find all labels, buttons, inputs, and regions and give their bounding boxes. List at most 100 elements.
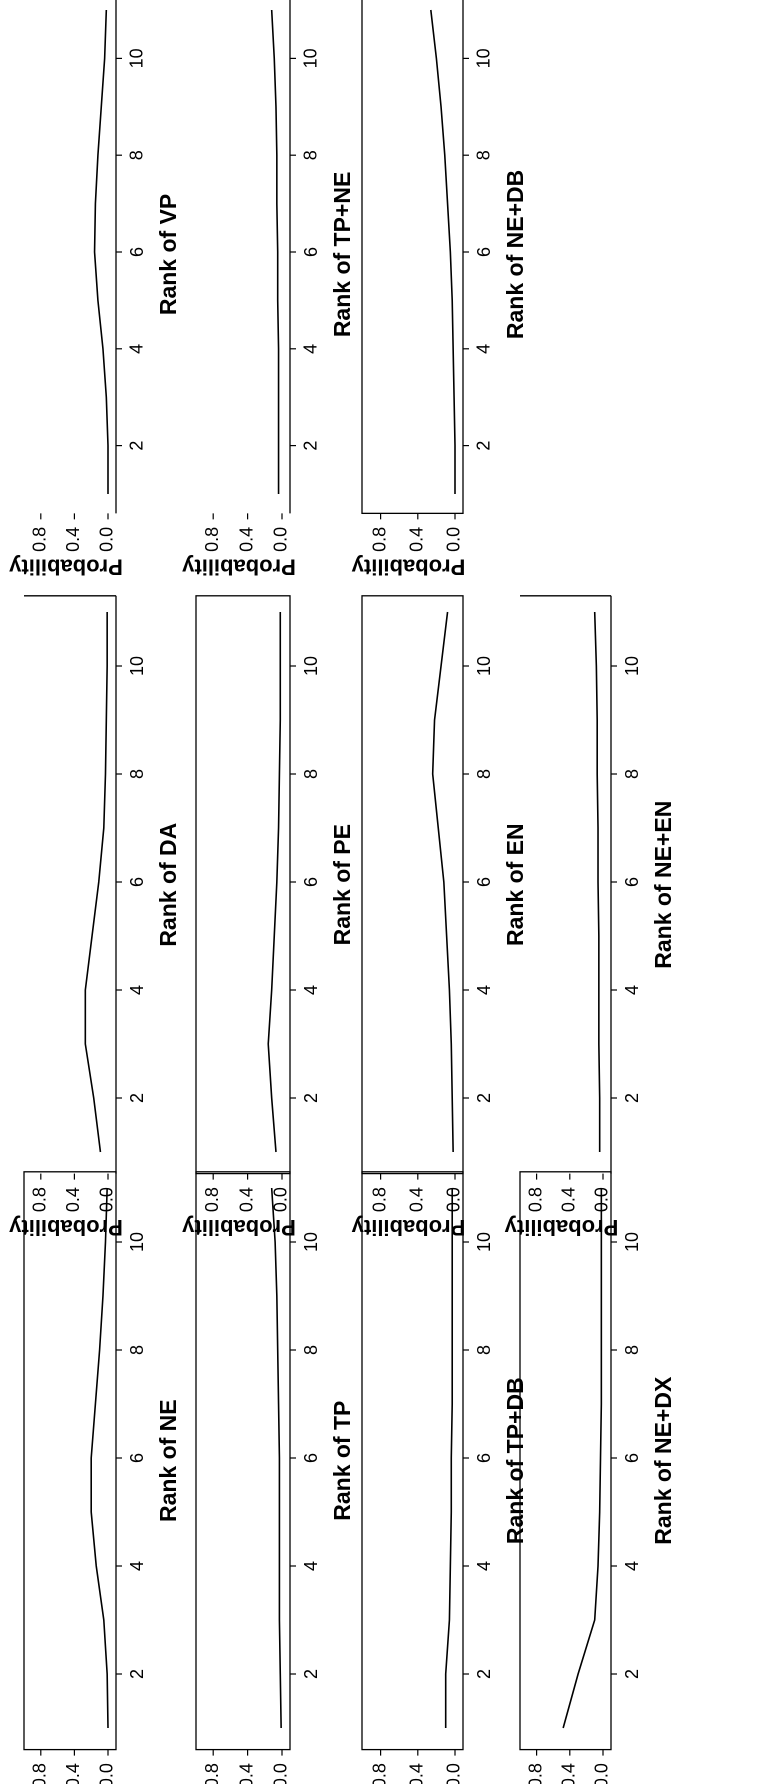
y-tick-label: 0.4 bbox=[236, 1763, 256, 1784]
x-axis-label: Rank of NE+EN bbox=[650, 801, 676, 969]
x-tick-label: 6 bbox=[301, 877, 321, 887]
y-tick-label: 0.0 bbox=[271, 1763, 291, 1784]
series-line bbox=[90, 1187, 109, 1729]
x-tick-label: 8 bbox=[127, 150, 147, 160]
y-tick-label: 0.0 bbox=[592, 1763, 612, 1784]
y-tick-label: 0.0 bbox=[444, 1187, 464, 1212]
y-tick-label: 0.0 bbox=[444, 1763, 464, 1784]
x-tick-label: 8 bbox=[301, 1345, 321, 1355]
y-tick-label: 0.8 bbox=[202, 527, 222, 552]
x-tick-label: 6 bbox=[301, 1453, 321, 1463]
x-tick-label: 8 bbox=[622, 769, 642, 779]
x-tick-label: 2 bbox=[622, 1093, 642, 1103]
x-axis-label: Rank of NE+DB bbox=[502, 170, 528, 339]
x-tick-label: 2 bbox=[474, 441, 494, 451]
y-axis-label: Probability bbox=[351, 555, 465, 580]
x-tick-label: 10 bbox=[622, 656, 642, 676]
x-tick-label: 4 bbox=[127, 344, 147, 354]
x-tick-label: 8 bbox=[474, 769, 494, 779]
x-tick-label: 4 bbox=[474, 1561, 494, 1571]
y-tick-label: 0.4 bbox=[407, 1187, 427, 1212]
y-tick-label: 0.8 bbox=[525, 1187, 545, 1212]
panel-4: 2 4 6 8 10 0.0 0.4 0.8 Rank of PE Probability bbox=[181, 595, 355, 1240]
y-axis-label: Probability bbox=[8, 555, 122, 580]
x-tick-label: 6 bbox=[474, 247, 494, 257]
y-tick-label: 0.0 bbox=[97, 1763, 117, 1784]
x-axis-label: Rank of PE bbox=[329, 824, 355, 945]
x-tick-label: 8 bbox=[301, 150, 321, 160]
y-tick-label: 0.0 bbox=[592, 1187, 612, 1212]
x-tick-label: 2 bbox=[127, 1669, 147, 1679]
panel-5: 2 4 6 8 10 0.0 0.4 0.8 Rank of TP+NE Probability bbox=[181, 0, 355, 580]
y-tick-label: 0.4 bbox=[63, 1763, 83, 1784]
x-tick-label: 6 bbox=[622, 877, 642, 887]
x-tick-label: 8 bbox=[127, 1345, 147, 1355]
x-tick-label: 10 bbox=[301, 48, 321, 68]
panel-frame bbox=[195, 595, 291, 1175]
panel-frame bbox=[361, 0, 464, 515]
y-tick-label: 0.0 bbox=[97, 527, 117, 552]
y-tick-label: 0.8 bbox=[369, 527, 389, 552]
y-tick-label: 0.8 bbox=[369, 1187, 389, 1212]
series-line bbox=[562, 1188, 603, 1729]
y-tick-label: 0.4 bbox=[559, 1763, 579, 1784]
y-axis-label: Probability bbox=[351, 1215, 465, 1240]
y-tick-label: 0.8 bbox=[369, 1763, 389, 1784]
y-tick-label: 0.8 bbox=[202, 1763, 222, 1784]
x-tick-label: 10 bbox=[127, 1232, 147, 1252]
y-axis-label: Probability bbox=[181, 1215, 295, 1240]
x-tick-label: 4 bbox=[474, 344, 494, 354]
x-axis-label: Rank of VP bbox=[155, 194, 181, 315]
x-axis-label: Rank of EN bbox=[502, 823, 528, 946]
series-line bbox=[267, 612, 282, 1153]
x-tick-label: 4 bbox=[301, 344, 321, 354]
y-tick-label: 0.4 bbox=[559, 1187, 579, 1212]
panel-10: 2 4 6 8 10 0.0 0.4 0.8 Rank of NE+EN Probability bbox=[504, 595, 676, 1240]
x-axis-label: Rank of NE bbox=[155, 1399, 181, 1522]
y-tick-label: 0.0 bbox=[444, 527, 464, 552]
x-tick-label: 4 bbox=[127, 985, 147, 995]
y-tick-label: 0.8 bbox=[30, 1763, 50, 1784]
series-line bbox=[593, 611, 601, 1152]
y-tick-label: 0.4 bbox=[236, 527, 256, 552]
y-tick-label: 0.4 bbox=[236, 1187, 256, 1212]
x-tick-label: 6 bbox=[127, 247, 147, 257]
series-line bbox=[270, 9, 280, 494]
x-tick-label: 8 bbox=[474, 1345, 494, 1355]
panel-7: 2 4 6 8 10 0.0 0.4 0.8 Rank of EN Probability bbox=[351, 595, 528, 1240]
panel-frame bbox=[361, 595, 464, 1175]
y-tick-label: 0.0 bbox=[271, 527, 291, 552]
x-tick-label: 10 bbox=[622, 1232, 642, 1252]
x-tick-label: 6 bbox=[622, 1453, 642, 1463]
x-axis-label: Rank of TP+NE bbox=[329, 172, 355, 338]
x-tick-label: 10 bbox=[301, 1232, 321, 1252]
x-tick-label: 8 bbox=[301, 769, 321, 779]
y-tick-label: 0.8 bbox=[30, 1187, 50, 1212]
panel-8: 2 4 6 8 10 0.0 0.4 0.8 Rank of NE+DB Probability bbox=[351, 0, 528, 580]
panel-frame bbox=[23, 1171, 117, 1751]
y-tick-label: 0.8 bbox=[525, 1763, 545, 1784]
y-tick-label: 0.8 bbox=[30, 527, 50, 552]
y-tick-label: 0.4 bbox=[63, 527, 83, 552]
x-tick-label: 10 bbox=[474, 656, 494, 676]
y-axis-label: Probability bbox=[8, 1215, 122, 1240]
x-tick-label: 4 bbox=[622, 1561, 642, 1571]
x-tick-label: 2 bbox=[301, 441, 321, 451]
series-line bbox=[444, 1188, 454, 1728]
series-line bbox=[431, 611, 454, 1153]
y-tick-label: 0.8 bbox=[202, 1187, 222, 1212]
y-tick-label: 0.4 bbox=[407, 527, 427, 552]
x-tick-label: 6 bbox=[127, 1453, 147, 1463]
x-axis-label: Rank of TP+DB bbox=[502, 1377, 528, 1544]
y-tick-label: 0.4 bbox=[63, 1187, 83, 1212]
x-tick-label: 8 bbox=[127, 769, 147, 779]
y-axis-label: Probability bbox=[181, 555, 295, 580]
x-tick-label: 2 bbox=[622, 1669, 642, 1679]
x-tick-label: 10 bbox=[127, 656, 147, 676]
panel-frame bbox=[361, 1171, 464, 1751]
x-tick-label: 2 bbox=[474, 1093, 494, 1103]
